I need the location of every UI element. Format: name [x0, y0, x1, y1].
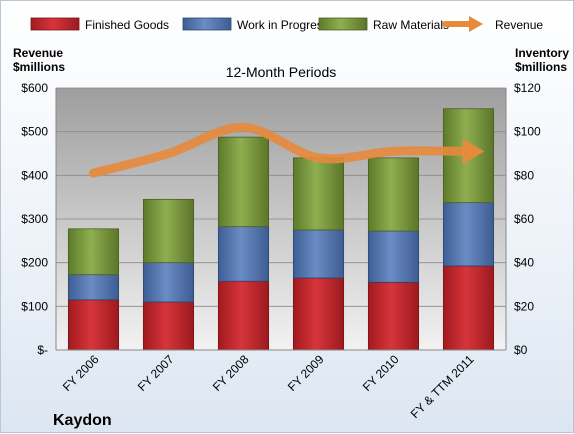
- legend-swatch-raw-materials: [318, 17, 368, 31]
- company-name: Kaydon: [53, 412, 112, 429]
- legend-label-work-in-progress: Work in Progress: [237, 18, 329, 32]
- legend-swatch-finished-goods: [30, 17, 80, 31]
- legend-label-raw-materials: Raw Materials: [373, 18, 449, 32]
- bar-raw-materials: [142, 198, 195, 264]
- x-tick-label: FY & TTM 2011: [408, 352, 477, 421]
- left-tick-label: $200: [21, 256, 48, 270]
- right-axis-ticks: $0 $20 $40 $60 $80 $100 $120: [514, 81, 541, 357]
- bar-finished-goods: [67, 299, 120, 351]
- bar-work-in-progress: [367, 230, 420, 283]
- right-tick-label: $100: [514, 125, 541, 139]
- x-tick-label: FY 2008: [210, 352, 252, 394]
- right-tick-label: $60: [514, 212, 534, 226]
- bar-raw-materials: [292, 157, 345, 231]
- left-axis-label-line2: $millions: [13, 60, 65, 74]
- right-tick-label: $20: [514, 299, 534, 313]
- legend-swatch-work-in-progress: [182, 17, 232, 31]
- left-tick-label: $100: [21, 299, 48, 313]
- legend-label-revenue: Revenue: [495, 18, 543, 32]
- bar-work-in-progress: [442, 202, 495, 267]
- bar-finished-goods: [292, 277, 345, 351]
- x-tick-label: FY 2010: [360, 352, 402, 394]
- right-axis-label-line2: $millions: [515, 60, 567, 74]
- x-tick-label: FY 2006: [60, 352, 102, 394]
- right-tick-label: $0: [514, 343, 528, 357]
- left-tick-label: $600: [21, 81, 48, 95]
- left-axis-label-line1: Revenue: [13, 46, 63, 60]
- bar-work-in-progress: [142, 262, 195, 303]
- revenue-line-layer: [89, 122, 485, 178]
- revenue-arrowhead: [462, 138, 485, 165]
- right-tick-label: $120: [514, 81, 541, 95]
- x-axis-ticks: FY 2006 FY 2007 FY 2008 FY 2009 FY 2010 FY & …: [60, 352, 477, 421]
- chart-title: 12-Month Periods: [226, 64, 337, 80]
- bar-raw-materials: [67, 228, 120, 276]
- x-tick-label: FY 2007: [135, 352, 177, 394]
- right-tick-label: $80: [514, 168, 534, 182]
- bar-raw-materials: [367, 157, 420, 232]
- bar-finished-goods: [142, 301, 195, 351]
- bar-finished-goods: [367, 281, 420, 351]
- left-tick-label: $400: [21, 168, 48, 182]
- bar-work-in-progress: [67, 274, 120, 301]
- bar-work-in-progress: [217, 226, 270, 282]
- bar-work-in-progress: [292, 229, 345, 279]
- legend-arrow-revenue: [469, 16, 483, 32]
- x-tick-label: FY 2009: [285, 352, 327, 394]
- bar-raw-materials: [217, 136, 270, 228]
- bar-finished-goods: [217, 280, 270, 351]
- left-tick-label: $500: [21, 125, 48, 139]
- right-tick-label: $40: [514, 256, 534, 270]
- gridlines: [56, 87, 506, 307]
- right-axis-label-line1: Inventory: [515, 46, 569, 60]
- left-tick-label: $-: [37, 343, 48, 357]
- bar-finished-goods: [442, 265, 495, 351]
- legend: Finished Goods Work in Progress Raw Materi…: [30, 16, 543, 32]
- revenue-line: [89, 122, 473, 178]
- left-axis-ticks: $- $100 $200 $300 $400 $500 $600: [21, 81, 48, 357]
- legend-label-finished-goods: Finished Goods: [85, 18, 169, 32]
- left-tick-label: $300: [21, 212, 48, 226]
